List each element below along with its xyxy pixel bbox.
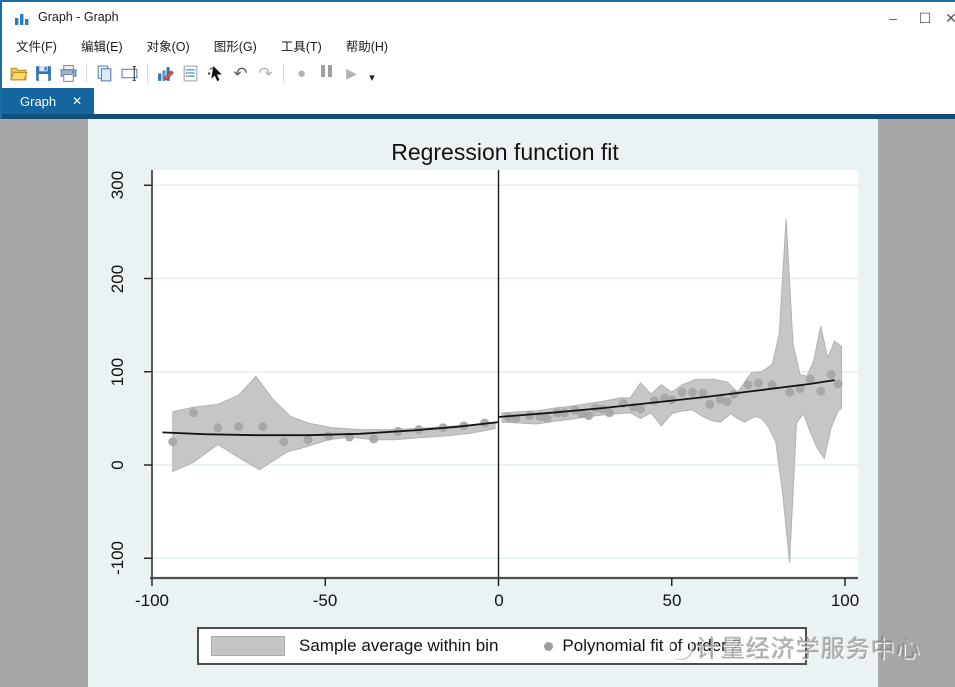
maximize-button[interactable]: ☐ (918, 10, 932, 26)
scatter-point (715, 395, 725, 405)
scatter-point (559, 408, 569, 418)
scatter-point (705, 399, 715, 409)
scatter-point (636, 404, 646, 414)
chart-title: Regression function fit (391, 139, 619, 165)
x-tick-label: 50 (662, 591, 682, 610)
scatter-point (805, 374, 815, 384)
fit-line-left (162, 421, 499, 437)
toolbar-separator (86, 63, 87, 83)
scatter-point (258, 422, 268, 432)
scatter-point (698, 388, 708, 398)
rd-plot (144, 170, 858, 586)
tabbar-underline (0, 114, 955, 119)
copy-icon[interactable] (92, 60, 117, 86)
scatter-point (542, 413, 552, 423)
scatter-point (213, 423, 223, 433)
more-tools-icon[interactable]: ▾ (369, 71, 375, 84)
y-tick-label: -100 (108, 540, 127, 576)
menu-edit[interactable]: 编辑(E) (80, 40, 123, 54)
close-button[interactable]: ✕ (945, 10, 955, 26)
scatter-point (743, 380, 753, 390)
scatter-point (722, 397, 732, 407)
scatter-point (649, 396, 659, 406)
pause-icon[interactable] (314, 60, 339, 86)
scatter-point (833, 379, 843, 389)
menu-graph[interactable]: 图形(G) (213, 40, 257, 54)
toolbar-separator (147, 63, 148, 83)
scatter-point (369, 434, 379, 444)
scatter-point (279, 437, 289, 447)
save-icon[interactable] (31, 60, 56, 86)
scatter-point (753, 378, 763, 388)
confidence-band-right (501, 218, 842, 563)
toolbar: ↶ ↷ ● ▶ ▾ (2, 58, 955, 88)
fit-line-right (498, 379, 835, 418)
redo-icon[interactable]: ↷ (258, 63, 273, 83)
scatter-point (688, 387, 698, 397)
minimize-button[interactable]: – (889, 10, 897, 26)
tabbar: Graph ✕ (0, 88, 955, 114)
scatter-point (785, 387, 795, 397)
graph-canvas: Regression function fit -100 -50 0 50 10… (88, 119, 878, 687)
menubar: 文件(F) 编辑(E) 对象(O) 图形(G) 工具(T) 帮助(H) (2, 33, 955, 58)
scatter-point (767, 380, 777, 390)
scatter-point (816, 386, 826, 396)
menu-help[interactable]: 帮助(H) (345, 40, 389, 54)
record-icon[interactable]: ● (296, 64, 307, 82)
titlebar: Graph - Graph – ☐ ✕ (0, 2, 955, 33)
x-tick-label: 100 (830, 591, 860, 610)
tab-close-icon[interactable]: ✕ (72, 94, 83, 108)
toolbar-separator (283, 63, 284, 83)
menu-object[interactable]: 对象(O) (146, 40, 190, 54)
menu-tools[interactable]: 工具(T) (280, 40, 322, 54)
scatter-point (234, 422, 244, 432)
play-icon[interactable]: ▶ (346, 65, 357, 81)
print-icon[interactable] (56, 60, 81, 86)
x-tick-label: -100 (134, 591, 170, 610)
legend-marker-swatch (544, 641, 554, 651)
scatter-point (660, 393, 670, 403)
open-folder-icon[interactable] (6, 60, 31, 86)
content-area: Regression function fit -100 -50 0 50 10… (0, 119, 955, 687)
scatter-point (577, 409, 587, 419)
legend-band-swatch (211, 636, 285, 656)
legend-band-label: Sample average within bin (299, 636, 499, 655)
rename-icon[interactable] (117, 60, 142, 86)
x-tick-label: -50 (312, 591, 338, 610)
scatter-point (303, 435, 313, 445)
undo-icon[interactable]: ↶ (233, 63, 248, 83)
window-title: Graph - Graph (38, 10, 119, 24)
y-tick-label: 300 (108, 170, 127, 200)
scatter-point (826, 370, 836, 380)
chart-legend: Sample average within bin Polynomial fit… (197, 627, 807, 665)
log-icon[interactable] (178, 60, 203, 86)
scatter-point (604, 408, 614, 418)
menu-file[interactable]: 文件(F) (16, 40, 57, 54)
window-border-top (0, 0, 955, 2)
x-tick-label: 0 (494, 591, 504, 610)
y-tick-label: 0 (108, 460, 127, 470)
window-border-left (0, 0, 2, 119)
scatter-point (667, 395, 677, 405)
scatter-point (597, 404, 607, 414)
scatter-point (584, 411, 594, 421)
app-bar-chart-icon (15, 14, 29, 25)
pointer-deselect-icon[interactable] (203, 60, 228, 86)
scatter-point (189, 408, 199, 418)
scatter-point (677, 387, 687, 397)
plot-region (152, 170, 858, 578)
y-tick-label: 100 (108, 357, 127, 387)
scatter-point (168, 437, 178, 447)
confidence-band-left (172, 375, 496, 473)
tab-label: Graph (20, 93, 57, 109)
scatter-point (324, 431, 334, 441)
y-tick-label: 200 (108, 264, 127, 294)
graph-editor-icon[interactable] (153, 60, 178, 86)
legend-marker-label: Polynomial fit of order 2 (562, 636, 741, 655)
tab-graph[interactable]: Graph ✕ (2, 88, 94, 114)
scatter-point (525, 411, 535, 421)
